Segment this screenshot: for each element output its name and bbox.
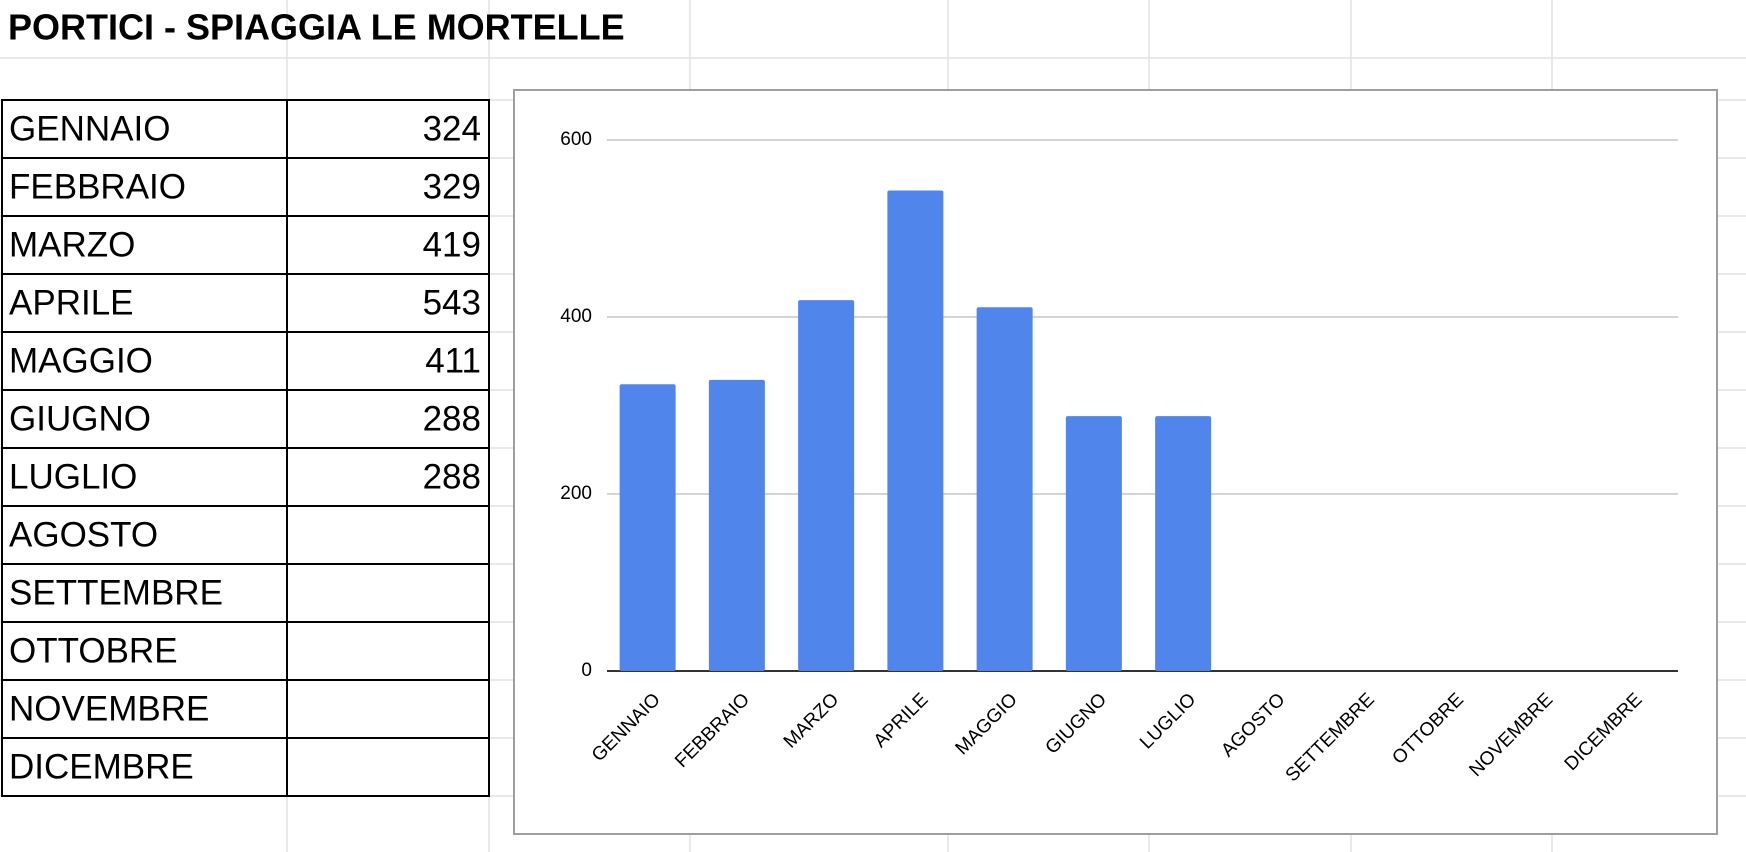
- bar: [798, 300, 855, 671]
- bar: [976, 307, 1033, 671]
- sheet-title: PORTICI - SPIAGGIA LE MORTELLE: [8, 7, 625, 48]
- bar: [887, 190, 944, 671]
- month-cell: AGOSTO: [9, 515, 158, 554]
- y-tick-label: 600: [560, 129, 592, 150]
- month-cell: GIUGNO: [9, 399, 151, 438]
- month-cell: MAGGIO: [9, 341, 153, 380]
- month-cell: APRILE: [9, 283, 134, 322]
- month-cell: FEBBRAIO: [9, 167, 186, 206]
- value-cell: 543: [423, 283, 481, 322]
- value-cell: 411: [425, 341, 481, 380]
- data-table: GENNAIO 324 FEBBRAIO 329 MARZO 419 APRILE 543 MA…: [1, 99, 490, 797]
- bar: [1155, 416, 1212, 671]
- y-tick-label: 400: [560, 306, 592, 327]
- bar: [619, 384, 676, 671]
- month-cell: MARZO: [9, 225, 135, 264]
- month-cell: SETTEMBRE: [9, 573, 223, 612]
- month-cell: LUGLIO: [9, 457, 137, 496]
- value-cell: 324: [423, 109, 481, 148]
- bar: [1065, 416, 1122, 671]
- value-cell: 419: [423, 225, 481, 264]
- month-cell: GENNAIO: [9, 109, 170, 148]
- month-cell: OTTOBRE: [9, 631, 178, 670]
- value-cell: 288: [423, 457, 481, 496]
- value-cell: 288: [423, 399, 481, 438]
- month-cell: DICEMBRE: [9, 747, 194, 786]
- y-tick-label: 200: [560, 483, 592, 504]
- value-cell: 329: [423, 167, 481, 206]
- y-tick-label: 0: [581, 660, 592, 681]
- bar: [708, 379, 765, 671]
- month-cell: NOVEMBRE: [9, 689, 209, 728]
